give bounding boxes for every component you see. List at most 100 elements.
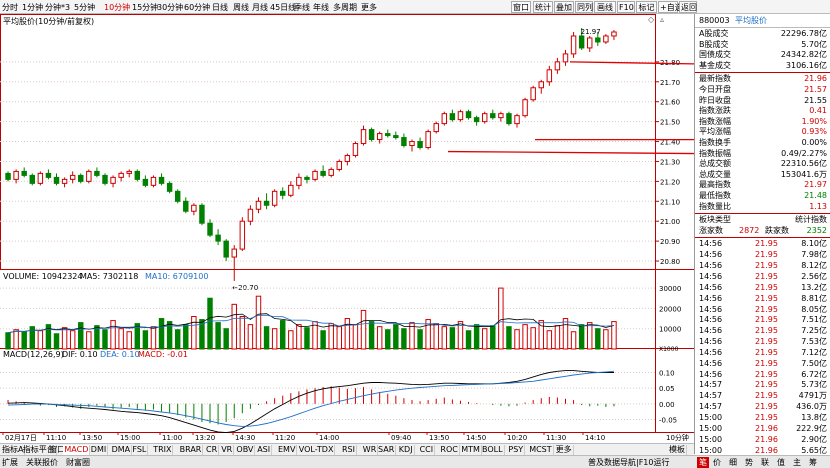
tick-volume: 4791万 <box>798 391 827 401</box>
indicator-tab-16[interactable]: WR <box>362 445 379 455</box>
tick-row: 14:56 21.95 2.56亿 <box>695 272 830 283</box>
period-tab-3[interactable]: 5分钟 <box>74 3 96 12</box>
status-tab-2[interactable]: 细 <box>729 458 737 467</box>
period-tab-10[interactable]: 月线 <box>252 3 268 12</box>
volume-bar <box>53 333 60 350</box>
toolbar-button-0[interactable]: 窗口 <box>511 1 531 13</box>
bottom-tab-1[interactable]: 关联报价 <box>26 458 58 467</box>
bottom-tab-2[interactable]: 财富圈 <box>66 458 90 467</box>
indicator-tab-24[interactable]: MCST <box>529 445 554 455</box>
indicator-tab-1[interactable]: 指标平台 <box>22 445 57 455</box>
indicator-tab-8[interactable]: BRAR <box>179 445 204 455</box>
status-tab-7[interactable]: 筹 <box>809 458 817 467</box>
time-axis-label: 14:30 <box>235 434 255 442</box>
quote-value: 21.96 <box>804 74 827 84</box>
indicator-tab-11[interactable]: OBV <box>236 445 256 455</box>
indicator-tab-25[interactable]: 更多 <box>555 445 574 455</box>
indicator-tab-18[interactable]: KDJ <box>398 445 415 455</box>
indicator-tab-22[interactable]: BOLL <box>482 445 505 455</box>
toolbar-button-7[interactable]: +自选 <box>658 1 683 13</box>
status-tab-6[interactable]: 主 <box>793 458 801 467</box>
period-tab-12[interactable]: 季线 <box>294 3 310 12</box>
status-tab-3[interactable]: 势 <box>745 458 753 467</box>
toolbar-button-5[interactable]: F10 <box>617 1 635 13</box>
period-tab-2[interactable]: 分钟*3 <box>45 3 71 12</box>
toolbar-button-2[interactable]: 叠加 <box>554 1 574 13</box>
indicator-tab-0[interactable]: 指标A <box>2 445 26 455</box>
quote-label: 指数量比 <box>699 201 731 211</box>
indicator-tab-14[interactable]: VOL-TDX <box>298 445 336 455</box>
volume-bar <box>102 329 108 350</box>
diamond-icon[interactable]: ◇ <box>648 15 655 24</box>
candle-body <box>554 61 561 71</box>
index-name[interactable]: 平均股价 <box>735 16 767 25</box>
tick-time: 14:56 <box>699 326 723 336</box>
time-axis-label: 09:40 <box>391 434 411 442</box>
indicator-tab-17[interactable]: SAR <box>378 445 397 455</box>
toolbar-button-1[interactable]: 统计 <box>533 1 553 13</box>
main-y-axis: 21.8021.7021.6021.5021.4021.3021.2021.10… <box>0 59 680 266</box>
bottom-tab-0[interactable]: 扩展 <box>2 458 18 467</box>
period-tab-8[interactable]: 日线 <box>212 3 228 12</box>
quote-row-b-7: 指数振幅 0.49/2.27% <box>695 149 830 160</box>
period-tab-14[interactable]: 多周期 <box>333 3 357 12</box>
period-tab-7[interactable]: 60分钟 <box>184 3 211 12</box>
indicator-tab-4[interactable]: DMI <box>90 445 109 455</box>
tick-volume: 7.51亿 <box>801 315 827 325</box>
status-tab-1[interactable]: 价 <box>713 458 721 467</box>
tick-price: 21.95 <box>755 337 778 347</box>
period-tab-13[interactable]: 年线 <box>313 3 329 12</box>
toolbar-button-4[interactable]: 画线 <box>594 1 616 13</box>
period-tab-5[interactable]: 15分钟 <box>132 3 159 12</box>
toolbar-button-6[interactable]: 标记 <box>636 1 657 13</box>
volume-bar <box>514 329 520 350</box>
tick-row: 14:57 21.95 4791万 <box>695 391 830 402</box>
tick-price: 21.95 <box>755 413 778 422</box>
up-count-value: 2872 <box>739 225 760 235</box>
period-tab-9[interactable]: 周线 <box>233 3 249 12</box>
indicator-tab-6[interactable]: FSL <box>132 445 149 455</box>
quote-label: 今日开盘 <box>699 85 731 94</box>
indicator-tab-12[interactable]: ASI <box>257 445 273 455</box>
indicator-tab-7[interactable]: TRIX <box>153 445 174 455</box>
candle-body <box>174 190 181 202</box>
indicator-tab-20[interactable]: ROC <box>440 445 460 455</box>
indicator-tab-19[interactable]: CCI <box>419 445 436 455</box>
indicator-tab-21[interactable]: MTM <box>461 445 482 455</box>
period-tab-1[interactable]: 1分钟 <box>22 3 44 12</box>
tick-volume: 13.8亿 <box>801 413 827 422</box>
indicator-tab-13[interactable]: EMV <box>278 445 298 455</box>
candle-body <box>280 190 286 196</box>
tick-volume: 5.65亿 <box>801 445 827 455</box>
candle-body <box>498 113 504 119</box>
tick-row: 14:56 21.95 8.81亿 <box>695 294 830 305</box>
candle-body <box>223 240 229 258</box>
indicator-tab-9[interactable]: CR <box>206 445 220 455</box>
volume-bar <box>110 320 116 350</box>
indicator-tab-23[interactable]: PSY <box>508 445 526 455</box>
chart-svg[interactable]: 21.8021.7021.6021.5021.4021.3021.2021.10… <box>0 14 694 454</box>
status-tab-0[interactable]: 笔 <box>697 457 709 468</box>
tick-row: 14:56 21.95 7.25亿 <box>695 326 830 337</box>
volume-bar <box>498 287 504 350</box>
toolbar-button-3[interactable]: 同列 <box>575 1 593 13</box>
macd-tick-label: 0.05 <box>659 385 675 393</box>
indicator-tab-3[interactable]: MACD <box>63 445 91 455</box>
tick-volume: 6.72亿 <box>801 369 827 379</box>
indicator-tab-10[interactable]: VR <box>221 445 235 455</box>
corner-button-0[interactable]: 模板 <box>669 445 687 455</box>
period-tab-4[interactable]: 10分钟 <box>104 3 131 12</box>
period-tab-15[interactable]: 更多 <box>361 3 377 12</box>
indicator-tab-5[interactable]: DMA <box>111 445 133 455</box>
indicator-tab-15[interactable]: RSI <box>342 445 357 455</box>
tick-row: 14:56 21.95 7.50亿 <box>695 359 830 370</box>
period-tab-6[interactable]: 30分钟 <box>157 3 184 12</box>
status-tab-4[interactable]: 联 <box>761 458 769 467</box>
time-axis-label: 11:20 <box>275 434 295 442</box>
toolbar-button-8[interactable]: 返回 <box>679 1 697 13</box>
period-tab-0[interactable]: 分时 <box>2 3 18 12</box>
period-tab-11[interactable]: 45日线 <box>270 3 297 12</box>
tick-price: 21.95 <box>755 261 778 271</box>
status-tab-5[interactable]: 值 <box>777 458 785 467</box>
triangle-icon[interactable]: ▵ <box>660 15 665 24</box>
